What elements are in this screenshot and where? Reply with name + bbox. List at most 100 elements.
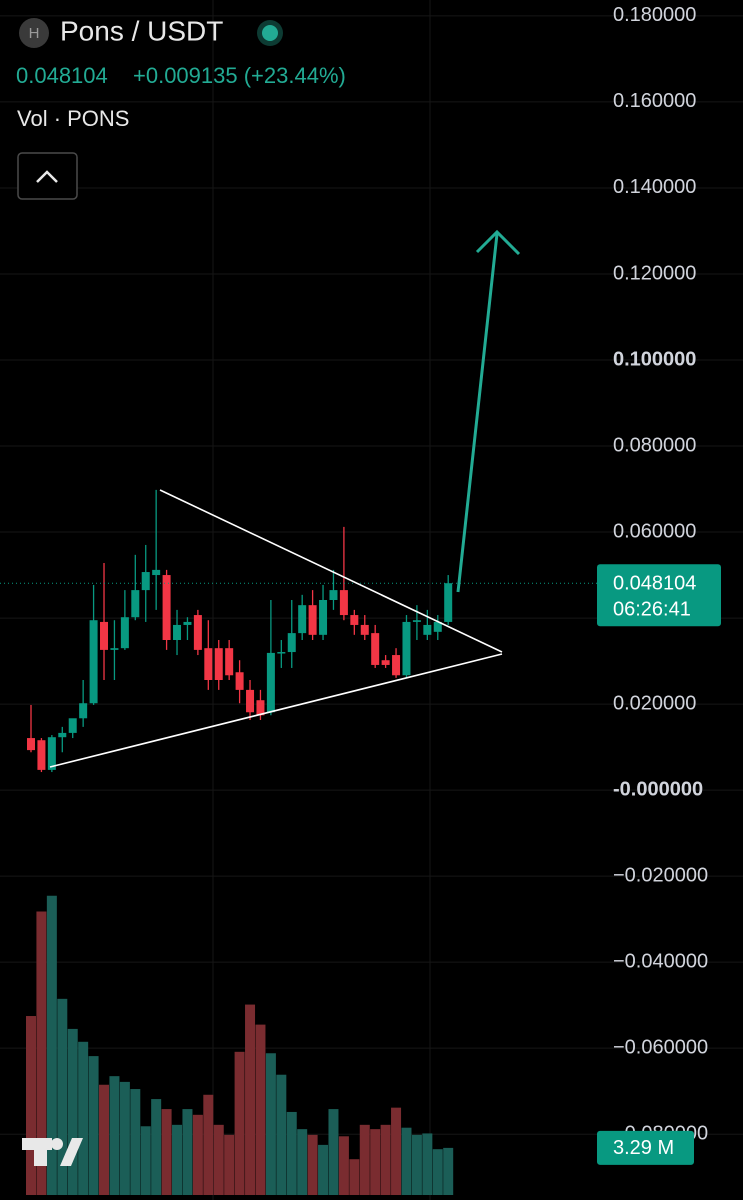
candle-body (298, 605, 307, 634)
candle-body (225, 648, 234, 676)
drawings (49, 229, 521, 768)
volume-bar (130, 1089, 141, 1195)
candle-body (392, 655, 401, 676)
collapse-chevron (36, 170, 58, 183)
candle-body (183, 621, 192, 625)
last-price: 0.048104 (16, 63, 108, 88)
volume-bar (182, 1109, 193, 1195)
volume-bar (213, 1124, 224, 1195)
candle-body (412, 620, 421, 622)
axis-labels: 0.048104 06:26:41 3.29 M (597, 564, 721, 1165)
volume-bar (161, 1109, 172, 1195)
volume-bar (119, 1081, 130, 1195)
last-volume-label: 3.29 M (613, 1137, 674, 1159)
y-tick-label: 0.100000 (613, 348, 696, 370)
candle-body (193, 615, 202, 650)
volume-bar (99, 1084, 110, 1195)
volume-bar (234, 1051, 245, 1195)
volume-bar (172, 1124, 183, 1195)
candle-body (319, 600, 328, 635)
volume-layer (26, 895, 454, 1195)
candle-body (214, 648, 223, 680)
header: H Pons / USDT 0.048104 +0.009135 (+23.44… (16, 15, 346, 200)
volume-bar (432, 1149, 443, 1195)
y-tick-label: 0.180000 (613, 4, 696, 26)
volume-bar (286, 1111, 297, 1195)
y-tick-label: 0.140000 (613, 176, 696, 198)
volume-bar (338, 1136, 349, 1195)
volume-bar (255, 1024, 266, 1195)
volume-bar (370, 1129, 381, 1195)
candle-body (47, 737, 56, 770)
volume-bar (422, 1133, 433, 1195)
candle-body (162, 575, 171, 640)
y-tick-label: -0.000000 (613, 778, 703, 800)
price-change: +0.009135 (+23.44%) (133, 63, 346, 88)
symbol-icon-letter: H (29, 25, 40, 42)
candle-body (360, 624, 369, 635)
volume-bar (109, 1076, 120, 1195)
last-volume-box (597, 1130, 694, 1165)
candle-body (371, 633, 380, 665)
volume-bar (401, 1127, 412, 1195)
candle-body (329, 590, 338, 600)
volume-bar (46, 895, 57, 1195)
trend-line (49, 653, 503, 768)
candle-body (308, 605, 317, 635)
y-tick-label: 0.020000 (613, 692, 696, 714)
y-tick-label: −0.040000 (613, 950, 708, 972)
volume-bar (192, 1114, 203, 1195)
volume-bar (328, 1109, 339, 1195)
candle-body (27, 738, 35, 751)
y-tick-label: −0.060000 (613, 1036, 708, 1058)
volume-bar (411, 1134, 422, 1195)
volume-bar (359, 1124, 370, 1195)
tradingview-logo (22, 1138, 83, 1166)
volume-bar (151, 1099, 162, 1195)
volume-bar (380, 1124, 391, 1195)
y-tick-label: 0.080000 (613, 434, 696, 456)
candle-body (120, 617, 129, 649)
collapse-button[interactable] (17, 152, 78, 200)
volume-bar (443, 1147, 454, 1195)
volume-bar (349, 1159, 360, 1195)
volume-bar (391, 1107, 402, 1195)
trend-line (159, 489, 503, 653)
candle-body (58, 732, 67, 738)
volume-bar (203, 1094, 214, 1195)
volume-bar (140, 1126, 151, 1195)
candle-body (204, 648, 213, 680)
status-dot (262, 25, 278, 41)
volume-bar (224, 1134, 235, 1195)
y-tick-label: 0.160000 (613, 90, 696, 112)
candle-layer (0, 489, 597, 773)
candle-body (350, 615, 359, 625)
candle-body (246, 689, 255, 713)
candle-body (152, 569, 161, 576)
volume-bar (88, 1056, 99, 1195)
candle-body (100, 621, 109, 650)
candle-body (381, 660, 390, 665)
candle-body (423, 624, 432, 635)
arrow-shaft (456, 233, 499, 593)
symbol-title[interactable]: Pons / USDT (60, 15, 223, 46)
candle-body (402, 621, 411, 676)
arrow-head (475, 229, 521, 256)
y-tick-label: −0.020000 (613, 864, 708, 886)
last-price-axis-label: 0.048104 (613, 572, 696, 594)
volume-bar (297, 1129, 308, 1195)
logo-part (60, 1138, 83, 1166)
candle-body (287, 633, 296, 653)
candle-body (444, 583, 453, 622)
candle-body (235, 672, 244, 690)
symbol-icon (19, 18, 49, 48)
volume-bar (307, 1134, 318, 1195)
last-price-box (597, 564, 721, 627)
candle-body (339, 590, 348, 616)
candle-body (141, 572, 150, 591)
candle-body (256, 700, 265, 716)
volume-bar (26, 1016, 36, 1195)
volume-bar (276, 1074, 287, 1195)
